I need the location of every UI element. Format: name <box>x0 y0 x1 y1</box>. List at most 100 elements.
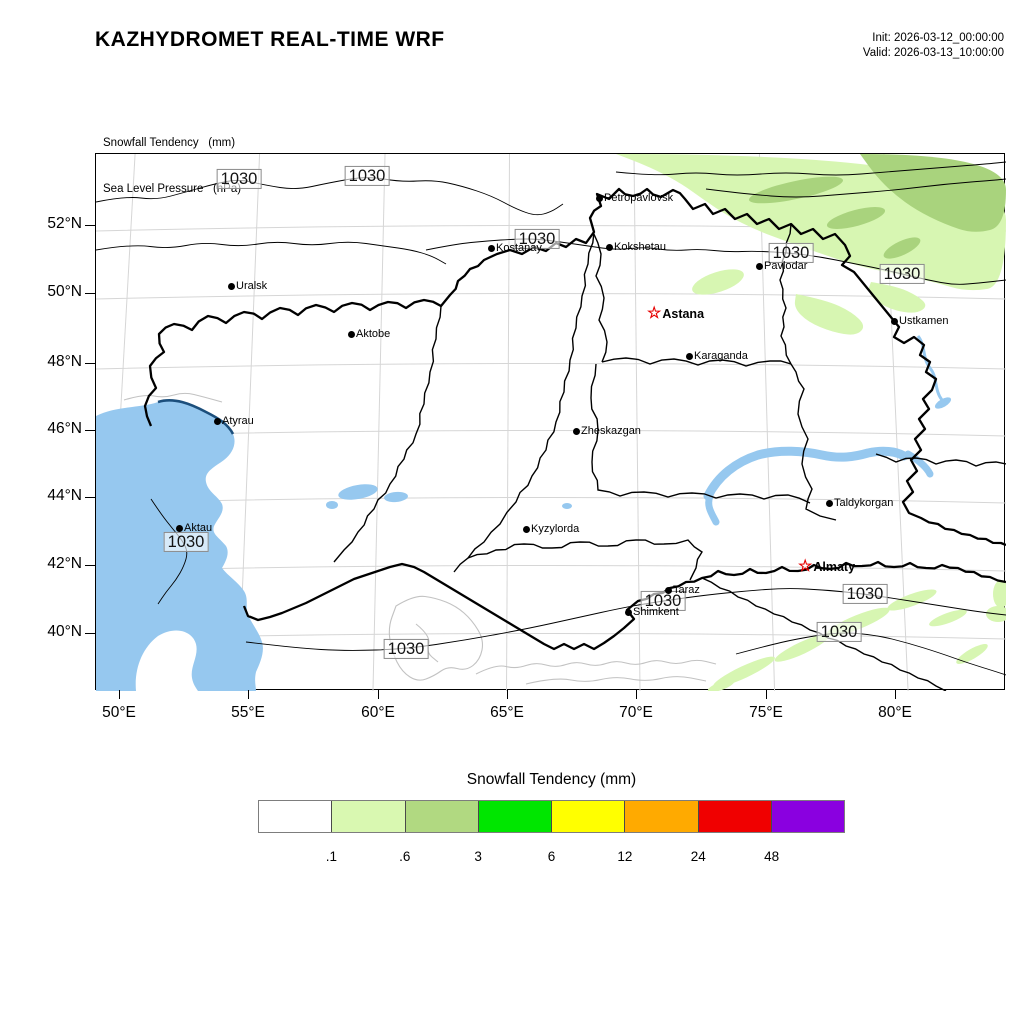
legend-tick-label: 6 <box>547 849 556 864</box>
lat-tick-label: 46°N <box>47 420 82 437</box>
city-dot-icon <box>606 243 613 251</box>
legend-color-cell <box>259 801 333 832</box>
legend-color-cell <box>552 801 626 832</box>
pressure-label: 1030 <box>842 583 888 605</box>
city-label: Uralsk <box>236 280 268 292</box>
city-dot-icon <box>348 330 355 338</box>
lon-tickmark <box>895 690 897 699</box>
lat-tickmark <box>85 497 95 499</box>
lon-tickmark <box>507 690 509 699</box>
city-marker-atyrau: Atyrau <box>214 415 254 427</box>
lon-tickmark <box>378 690 380 699</box>
city-marker-shimkent: Shimkent <box>625 606 679 618</box>
lon-tick-label: 65°E <box>490 704 524 721</box>
city-dot-icon <box>488 244 495 252</box>
legend-title: Snowfall Tendency (mm) <box>466 771 637 788</box>
city-marker-astana: ☆ Astana <box>647 305 705 322</box>
city-label: Almaty <box>813 560 856 574</box>
legend-color-cell <box>771 801 844 832</box>
pressure-label: 1030 <box>163 531 209 553</box>
capital-star-icon: ☆ <box>647 305 662 322</box>
lat-tickmark <box>85 430 95 432</box>
city-label: Taldykorgan <box>834 497 894 509</box>
pressure-label: 1030 <box>640 590 686 612</box>
lon-tick-label: 60°E <box>361 704 395 721</box>
lat-tick-label: 42°N <box>47 555 82 572</box>
city-marker-uralsk: Uralsk <box>228 280 267 292</box>
pressure-label: 1030 <box>768 242 814 264</box>
city-label: Zheskazgan <box>581 425 641 437</box>
city-label: Karaganda <box>694 350 748 362</box>
city-marker-kokshetau: Kokshetau <box>606 241 666 253</box>
city-dot-icon <box>625 608 632 616</box>
lat-tick-label: 48°N <box>47 353 82 370</box>
legend-color-cell <box>478 801 552 832</box>
city-marker-almaty: ☆ Almaty <box>798 558 856 575</box>
city-label: Kyzylorda <box>531 523 580 535</box>
legend-tick-labels: .1 .6 3 6 12 24 48 <box>258 849 845 867</box>
lat-tickmark <box>85 633 95 635</box>
city-marker-pavlodar: Pavlodar <box>756 260 807 272</box>
city-dot-icon <box>756 262 763 270</box>
city-marker-taraz: Taraz <box>665 584 700 596</box>
city-marker-zheskazgan: Zheskazgan <box>573 425 641 437</box>
capital-star-icon: ☆ <box>798 558 813 575</box>
lat-tickmark <box>85 363 95 365</box>
city-dot-icon <box>228 282 235 290</box>
lat-tick-label: 44°N <box>47 487 82 504</box>
lon-tick-label: 70°E <box>619 704 653 721</box>
lat-tickmark <box>85 293 95 295</box>
city-marker-kostanay: Kostanay <box>488 242 542 254</box>
legend-tick-label: 12 <box>617 849 633 864</box>
city-dot-icon <box>686 352 693 360</box>
lon-tickmark <box>636 690 638 699</box>
city-label: Atyrau <box>222 415 254 427</box>
city-label: Taraz <box>673 584 700 596</box>
city-label: Astana <box>662 307 705 321</box>
pressure-label: 1030 <box>344 165 390 187</box>
lon-tickmark <box>766 690 768 699</box>
legend-color-cell <box>332 801 406 832</box>
legend-tick-label: 24 <box>690 849 706 864</box>
init-time: Init: 2026-03-12_00:00:00 <box>872 32 1004 44</box>
field-snowfall: Snowfall Tendency (mm) <box>103 137 236 150</box>
legend-colorbar <box>258 800 845 833</box>
pressure-label: 1030 <box>216 168 262 190</box>
legend-tick-label: 48 <box>764 849 780 864</box>
legend-tick-label: .1 <box>325 849 338 864</box>
city-label: Aktau <box>184 522 213 534</box>
city-label: Pavlodar <box>764 260 808 272</box>
lat-tickmark <box>85 565 95 567</box>
lon-tick-label: 50°E <box>102 704 136 721</box>
lon-tickmark <box>248 690 250 699</box>
legend-tick-label: 3 <box>474 849 482 864</box>
city-dot-icon <box>596 194 603 202</box>
lat-tick-label: 40°N <box>47 623 82 640</box>
lon-tick-label: 80°E <box>878 704 912 721</box>
city-dot-icon <box>176 524 183 532</box>
city-label: Aktobe <box>356 328 391 340</box>
city-dot-icon <box>573 427 580 435</box>
city-dot-icon <box>826 499 833 507</box>
city-dot-icon <box>523 525 530 533</box>
city-label: Kokshetau <box>614 241 666 253</box>
city-label: Shimkent <box>633 606 679 618</box>
pressure-label: 1030 <box>514 228 560 250</box>
pressure-label: 1030 <box>816 621 862 643</box>
run-times: Init: 2026-03-12_00:00:00 Valid: 2026-03… <box>863 31 1004 61</box>
page-title: KAZHYDROMET REAL-TIME WRF <box>95 28 445 51</box>
pressure-label: 1030 <box>879 263 925 285</box>
valid-time: Valid: 2026-03-13_10:00:00 <box>862 46 1004 59</box>
city-marker-taldykorgan: Taldykorgan <box>826 497 893 509</box>
map-overlay: 1030 1030 1030 1030 1030 1030 1030 1030 1030 1030… <box>96 154 1004 689</box>
city-label: Petropavlovsk <box>604 192 674 204</box>
city-dot-icon <box>891 317 898 325</box>
city-marker-petropavlovsk: Petropavlovsk <box>596 192 673 204</box>
lon-tickmark <box>119 690 121 699</box>
legend-color-cell <box>625 801 699 832</box>
city-marker-aktobe: Aktobe <box>348 328 390 340</box>
legend-tick-label: .6 <box>399 849 411 864</box>
lat-tick-label: 50°N <box>47 283 82 300</box>
lon-tick-label: 55°E <box>231 704 265 721</box>
lat-tick-label: 52°N <box>47 215 82 232</box>
